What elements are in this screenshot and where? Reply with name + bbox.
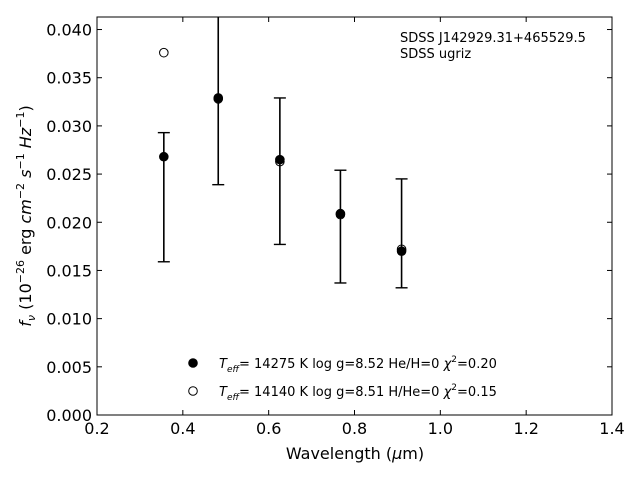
- x-tick-label: 0.8: [342, 419, 367, 438]
- x-tick-label: 1.0: [428, 419, 453, 438]
- data-point-open: [275, 156, 285, 167]
- x-tick-label: 0.2: [84, 419, 109, 438]
- y-tick-label: 0.040: [46, 21, 92, 40]
- x-tick-label: 1.4: [599, 419, 624, 438]
- legend: Teff= 14275 K log g=8.52 He/H=0 χ2=0.20 …: [188, 355, 497, 403]
- legend-marker-open: [188, 386, 198, 396]
- y-tick-label: 0.020: [46, 213, 92, 232]
- y-tick-label: 0.035: [46, 69, 92, 88]
- data-point-open: [335, 209, 346, 220]
- legend-entry-2: Teff= 14140 K log g=8.51 H/He=0 χ2=0.15: [219, 383, 497, 403]
- data-point-filled: [159, 151, 169, 162]
- annotation-object-name: SDSS J142929.31+465529.5: [400, 31, 586, 46]
- y-tick-label: 0.030: [46, 117, 92, 136]
- y-tick-label: 0.010: [46, 310, 92, 329]
- annotation-filter-set: SDSS ugriz: [400, 47, 471, 62]
- x-tick-label: 0.4: [170, 419, 195, 438]
- data-point-open: [396, 244, 407, 255]
- data-point-open: [213, 94, 224, 104]
- x-tick-label: 1.2: [513, 419, 538, 438]
- legend-entry-1: Teff= 14275 K log g=8.52 He/H=0 χ2=0.20: [219, 355, 497, 375]
- y-tick-label: 0.005: [46, 358, 92, 377]
- x-axis-label: Wavelength (μm): [286, 444, 424, 463]
- y-axis-label: fν (10−26 erg cm−2 s−1 Hz−1): [14, 105, 38, 326]
- data-points: [159, 47, 407, 256]
- y-tick-label: 0.000: [46, 406, 92, 425]
- plot-frame: [96, 16, 613, 416]
- axis-ticks: 0.2 0.4 0.6 0.8 1.0 1.2 1.4 0.000 0.005 0.010 0.01…: [46, 17, 625, 438]
- y-tick-label: 0.015: [46, 261, 92, 280]
- legend-marker-filled: [188, 358, 198, 368]
- data-point-open: [159, 47, 169, 58]
- y-tick-label: 0.025: [46, 165, 92, 184]
- x-tick-label: 0.6: [256, 419, 281, 438]
